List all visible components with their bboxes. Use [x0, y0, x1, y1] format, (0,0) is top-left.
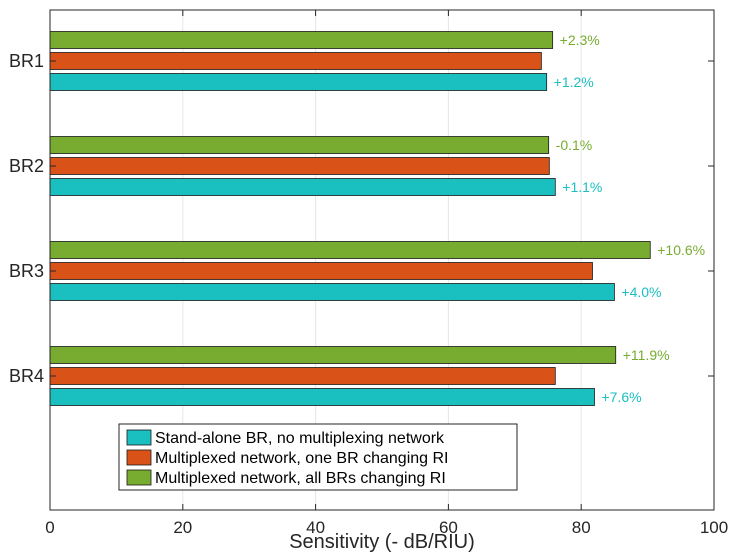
category-label-br4: BR4 [9, 366, 44, 386]
category-label-br2: BR2 [9, 156, 44, 176]
plot-frame [49, 9, 715, 511]
legend-entry-label: Multiplexed network, one BR changing RI [155, 450, 449, 467]
bar-br3-series-2 [49, 283, 615, 301]
bar-br2-series-0 [49, 136, 550, 154]
bar-br4-series-1 [49, 367, 556, 385]
data-label-br1-series-2: +1.2% [554, 74, 594, 90]
data-label-br4-series-0: +11.9% [623, 347, 670, 363]
x-tick-label: 20 [173, 518, 192, 537]
data-label-br1-series-0: +2.3% [560, 32, 600, 48]
x-tick-label: 60 [439, 518, 458, 537]
bar-br2-series-1 [49, 157, 550, 175]
data-label-br3-series-2: +4.0% [621, 284, 661, 300]
x-tick-label: 80 [572, 518, 591, 537]
legend-entry-label: Multiplexed network, all BRs changing RI [155, 470, 446, 487]
x-axis-title: Sensitivity (- dB/RIU) [289, 531, 475, 553]
bar-br1-series-1 [49, 52, 542, 70]
bars [49, 31, 651, 406]
bar-br2-series-2 [49, 178, 556, 196]
data-label-br4-series-2: +7.6% [601, 389, 641, 405]
bar-br4-series-2 [49, 388, 595, 406]
legend-entry-label: Stand-alone BR, no multiplexing network [155, 430, 445, 447]
data-label-br2-series-2: +1.1% [562, 179, 602, 195]
bar-br3-series-1 [49, 262, 593, 280]
legend-box [118, 423, 518, 491]
bar-br1-series-0 [49, 31, 554, 49]
bar-br3-series-0 [49, 241, 651, 259]
labels: 0 20 40 60 80 100 BR1 +2.3% +1.2% BR2 -0.1% +1.1% BR… [9, 32, 728, 537]
legend[interactable]: Stand-alone BR, no multiplexing network M… [118, 423, 518, 491]
category-label-br1: BR1 [9, 51, 44, 71]
legend-swatch [126, 429, 152, 446]
x-tick-label: 0 [45, 518, 54, 537]
data-label-br2-series-0: -0.1% [556, 137, 593, 153]
legend-swatch [126, 469, 152, 486]
bar-br4-series-0 [49, 346, 617, 364]
x-tick-label: 100 [700, 518, 728, 537]
x-tick-label: 40 [306, 518, 325, 537]
axes [49, 9, 715, 511]
data-label-br3-series-0: +10.6% [657, 242, 705, 258]
bar-br1-series-2 [49, 73, 548, 91]
legend-swatch [126, 449, 152, 466]
category-label-br3: BR3 [9, 261, 44, 281]
